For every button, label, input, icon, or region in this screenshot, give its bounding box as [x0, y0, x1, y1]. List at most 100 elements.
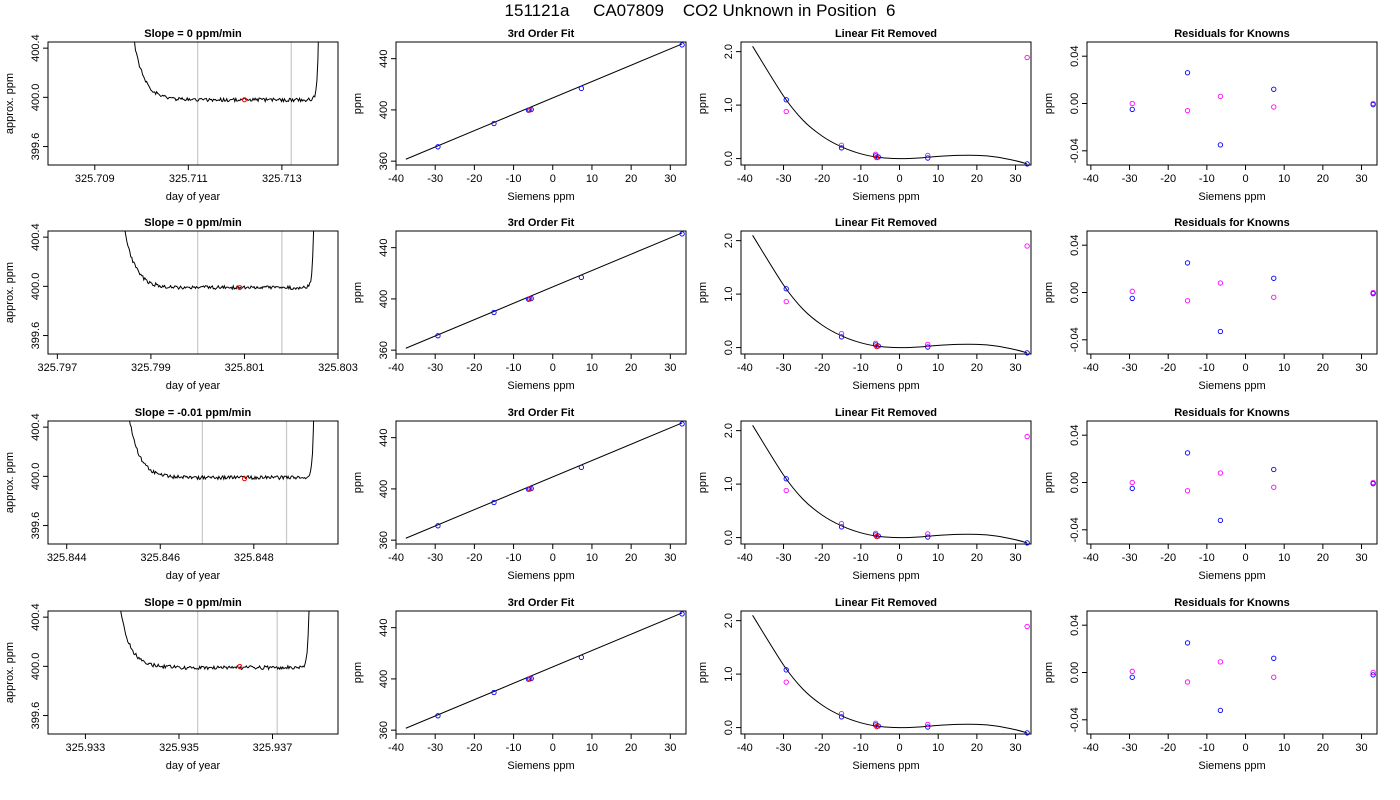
y-tick-label: 400.4 — [30, 413, 42, 441]
x-tick-label: 325.935 — [159, 742, 199, 754]
x-tick-label: 20 — [625, 362, 637, 374]
x-tick-label: 325.848 — [234, 552, 274, 564]
known-point — [1184, 70, 1191, 76]
x-tick-label: -40 — [388, 742, 404, 754]
y-axis-label: ppm — [1043, 282, 1055, 303]
x-tick-label: -10 — [506, 742, 522, 754]
x-axis-label: Siemens ppm — [507, 570, 574, 582]
x-tick-label: 30 — [1355, 362, 1367, 374]
y-tick-label: -0.04 — [1069, 707, 1081, 732]
y-tick-label: 0.00 — [1069, 472, 1081, 493]
residual-point — [1370, 669, 1376, 676]
unknown-point — [874, 343, 880, 350]
x-tick-label: 325.803 — [318, 362, 358, 374]
x-tick-label: -10 — [1199, 552, 1215, 564]
plot-frame — [395, 230, 687, 355]
residual-point — [1024, 433, 1030, 440]
x-tick-label: -10 — [853, 552, 869, 564]
plot-panel: Linear Fit Removed Siemens ppm ppm -40 -30 -2… — [697, 597, 1032, 772]
x-tick-label: 0 — [550, 552, 556, 564]
known-point — [1024, 540, 1030, 546]
residual-point — [925, 721, 931, 728]
known-point — [1184, 640, 1191, 646]
x-tick-label: 30 — [1355, 552, 1367, 564]
y-tick-label: 400 — [378, 101, 390, 119]
x-tick-label: 20 — [1317, 742, 1329, 754]
y-tick-label: 400.0 — [30, 84, 42, 112]
x-tick-label: -30 — [1122, 173, 1138, 185]
known-point — [578, 464, 585, 471]
known-point — [1271, 466, 1277, 473]
residual-point — [1024, 623, 1030, 630]
y-tick-label: 0.0 — [723, 720, 735, 735]
known-point — [838, 524, 845, 530]
plot-frame — [740, 420, 1032, 545]
known-point — [1370, 291, 1376, 297]
x-tick-label: -20 — [814, 552, 830, 564]
residual-point — [783, 487, 789, 494]
plot-frame — [395, 41, 687, 166]
y-axis-label: ppm — [697, 93, 709, 114]
plot-frame — [47, 230, 339, 355]
x-tick-label: -40 — [737, 362, 753, 374]
x-axis-label: day of year — [166, 570, 221, 582]
x-tick-label: 10 — [932, 552, 944, 564]
x-tick-label: 10 — [932, 742, 944, 754]
plot-title: 3rd Order Fit — [508, 407, 575, 419]
x-tick-label: 20 — [971, 552, 983, 564]
x-tick-label: -20 — [1160, 742, 1176, 754]
x-tick-label: 0 — [896, 742, 902, 754]
x-tick-label: 0 — [550, 742, 556, 754]
x-tick-label: 0 — [1242, 173, 1248, 185]
known-point — [783, 286, 789, 292]
known-point — [679, 231, 685, 237]
y-axis-label: approx. ppm — [4, 642, 16, 703]
x-tick-label: 30 — [664, 362, 676, 374]
x-tick-label: 30 — [1009, 742, 1021, 754]
plot-frame — [740, 610, 1032, 735]
y-tick-label: 399.6 — [30, 702, 42, 730]
y-tick-label: 399.6 — [30, 322, 42, 350]
x-tick-label: -30 — [427, 362, 443, 374]
x-tick-label: 10 — [586, 552, 598, 564]
y-axis-label: ppm — [352, 282, 364, 303]
y-tick-label: 2.0 — [723, 233, 735, 248]
plot-title: Slope = 0 ppm/min — [144, 597, 242, 609]
x-tick-label: 30 — [1009, 173, 1021, 185]
x-tick-label: 20 — [971, 742, 983, 754]
y-tick-label: -0.04 — [1069, 517, 1081, 542]
x-tick-label: -10 — [853, 742, 869, 754]
plot-panel: Slope = -0.01 ppm/min day of year approx. … — [4, 407, 339, 582]
plot-frame — [47, 610, 339, 735]
residual-point — [1184, 107, 1191, 114]
y-tick-label: 1.0 — [723, 666, 735, 681]
x-tick-label: -30 — [776, 552, 792, 564]
known-point — [783, 97, 789, 103]
unknown-point — [874, 723, 880, 730]
x-tick-label: -40 — [1083, 742, 1099, 754]
plot-title: Residuals for Knowns — [1174, 217, 1290, 229]
x-tick-label: -30 — [776, 362, 792, 374]
plot-title: Residuals for Knowns — [1174, 28, 1290, 40]
y-tick-label: -0.04 — [1069, 327, 1081, 352]
residual-point — [1217, 93, 1224, 100]
unknown-point — [237, 285, 243, 291]
known-point — [1129, 295, 1135, 302]
y-axis-label: ppm — [697, 472, 709, 493]
residual-point — [1129, 668, 1135, 674]
x-tick-label: -40 — [737, 173, 753, 185]
plot-title: Linear Fit Removed — [835, 407, 937, 419]
y-tick-label: 0.0 — [723, 151, 735, 166]
y-tick-label: 2.0 — [723, 423, 735, 438]
y-axis-label: ppm — [697, 662, 709, 683]
unknown-point — [874, 154, 880, 161]
plot-title: Slope = 0 ppm/min — [144, 217, 242, 229]
known-point — [1271, 655, 1277, 661]
ppm-trace — [120, 611, 310, 671]
residual-point — [1271, 294, 1277, 300]
x-tick-label: 30 — [1355, 742, 1367, 754]
unknown-point — [237, 663, 243, 669]
x-tick-label: -10 — [853, 362, 869, 374]
known-point — [491, 309, 497, 316]
